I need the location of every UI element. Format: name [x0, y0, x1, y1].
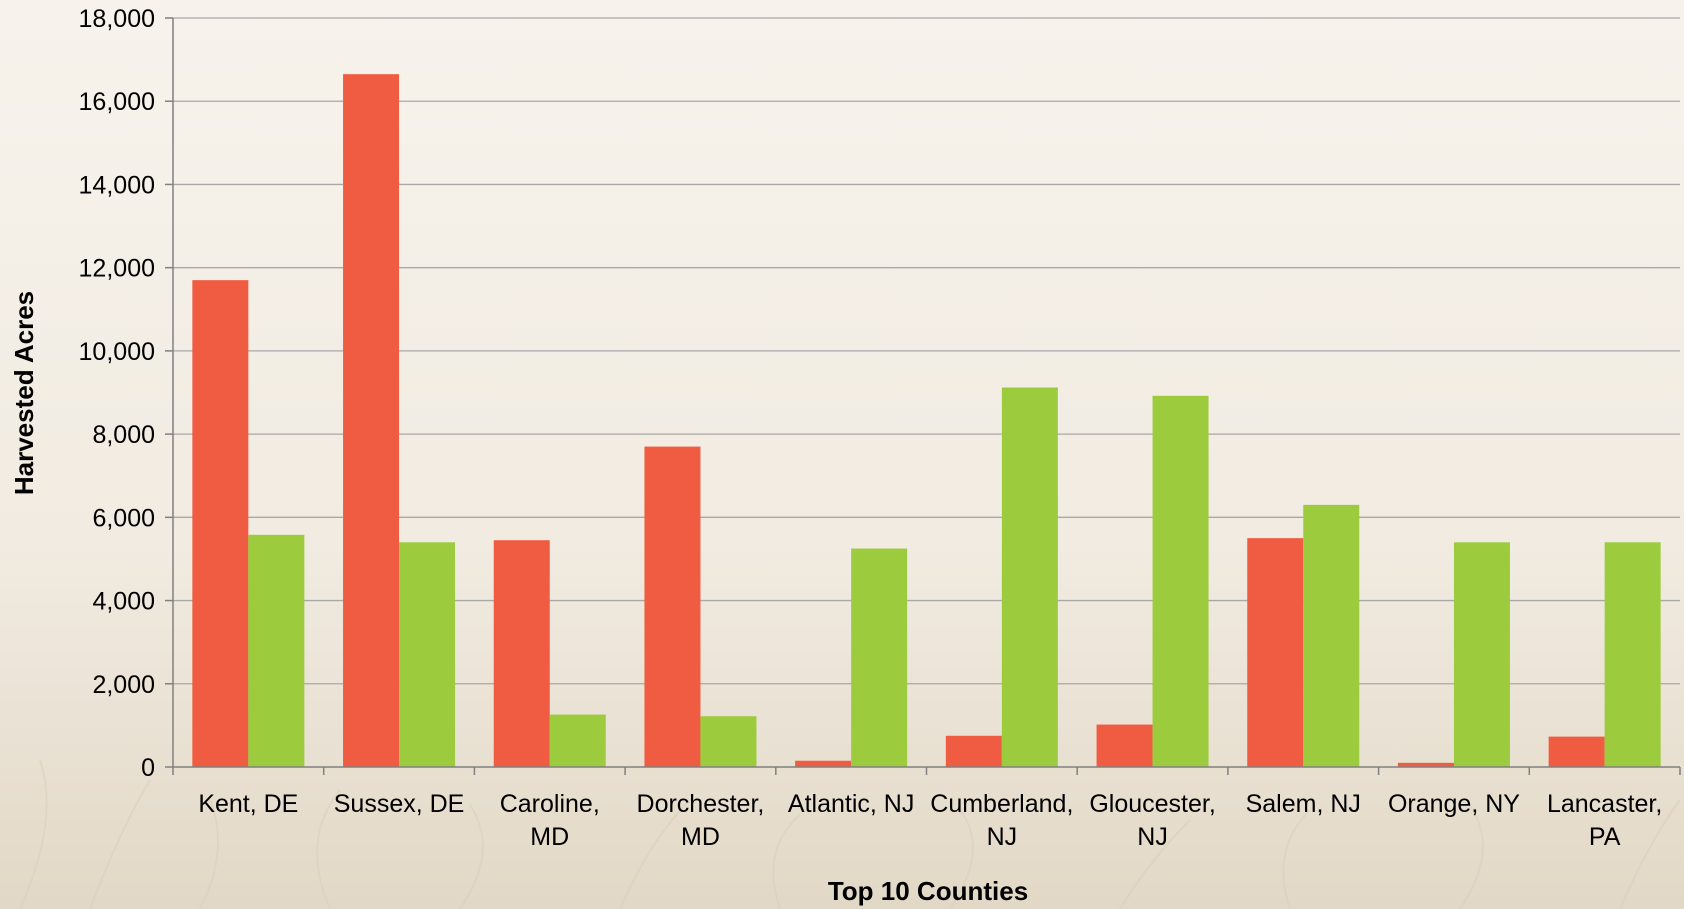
bar [192, 280, 249, 767]
bar [343, 74, 400, 768]
bar [1604, 542, 1661, 767]
bar [399, 542, 456, 767]
bar [1152, 395, 1209, 767]
bar [945, 735, 1002, 767]
y-tick-label: 6,000 [92, 504, 155, 532]
y-tick-label: 2,000 [92, 671, 155, 699]
y-tick-labels: 0 2,000 4,000 6,000 8,000 10,000 12,000 14,000 1… [79, 5, 155, 782]
y-tick-label: 14,000 [79, 171, 155, 199]
x-tick-label: Sussex, DE [334, 790, 465, 818]
bar [493, 540, 550, 767]
x-tick-label: Kent, DE [198, 790, 298, 818]
y-tick-label: 0 [141, 754, 155, 782]
x-tick-label: Salem, NJ [1246, 790, 1361, 818]
y-tick-label: 18,000 [79, 5, 155, 33]
bar [795, 760, 852, 767]
bar [851, 548, 908, 767]
y-tick-label: 10,000 [79, 338, 155, 366]
bar [248, 534, 305, 767]
bar [549, 714, 606, 767]
x-tick-label: Gloucester, NJ [1089, 790, 1215, 851]
bars [192, 74, 1661, 768]
bar [1096, 724, 1153, 767]
x-tick-label: Atlantic, NJ [788, 790, 914, 818]
bar [1548, 736, 1605, 767]
bar [644, 446, 701, 767]
gridlines [173, 17, 1680, 685]
bar [1303, 504, 1360, 767]
y-tick-label: 16,000 [79, 88, 155, 116]
bar [1397, 762, 1454, 767]
y-tick-label: 12,000 [79, 255, 155, 283]
axes [165, 17, 1681, 775]
bar [1247, 538, 1304, 767]
x-tick-labels: Kent, DE Sussex, DE Caroline, MD Dorchester,… [198, 790, 1662, 851]
x-tick-label: Cumberland, NJ [930, 790, 1073, 851]
y-tick-label: 8,000 [92, 421, 155, 449]
bar [1453, 542, 1510, 767]
bar [1001, 387, 1058, 767]
x-tick-label: Caroline, MD [500, 790, 600, 851]
bar [700, 716, 757, 767]
y-tick-label: 4,000 [92, 588, 155, 616]
x-tick-label: Lancaster, PA [1547, 790, 1662, 851]
x-tick-label: Orange, NY [1388, 790, 1520, 818]
x-axis-title: Top 10 Counties [828, 876, 1028, 906]
x-tick-label: Dorchester, MD [637, 790, 765, 851]
y-axis-title: Harvested Acres [9, 291, 39, 495]
